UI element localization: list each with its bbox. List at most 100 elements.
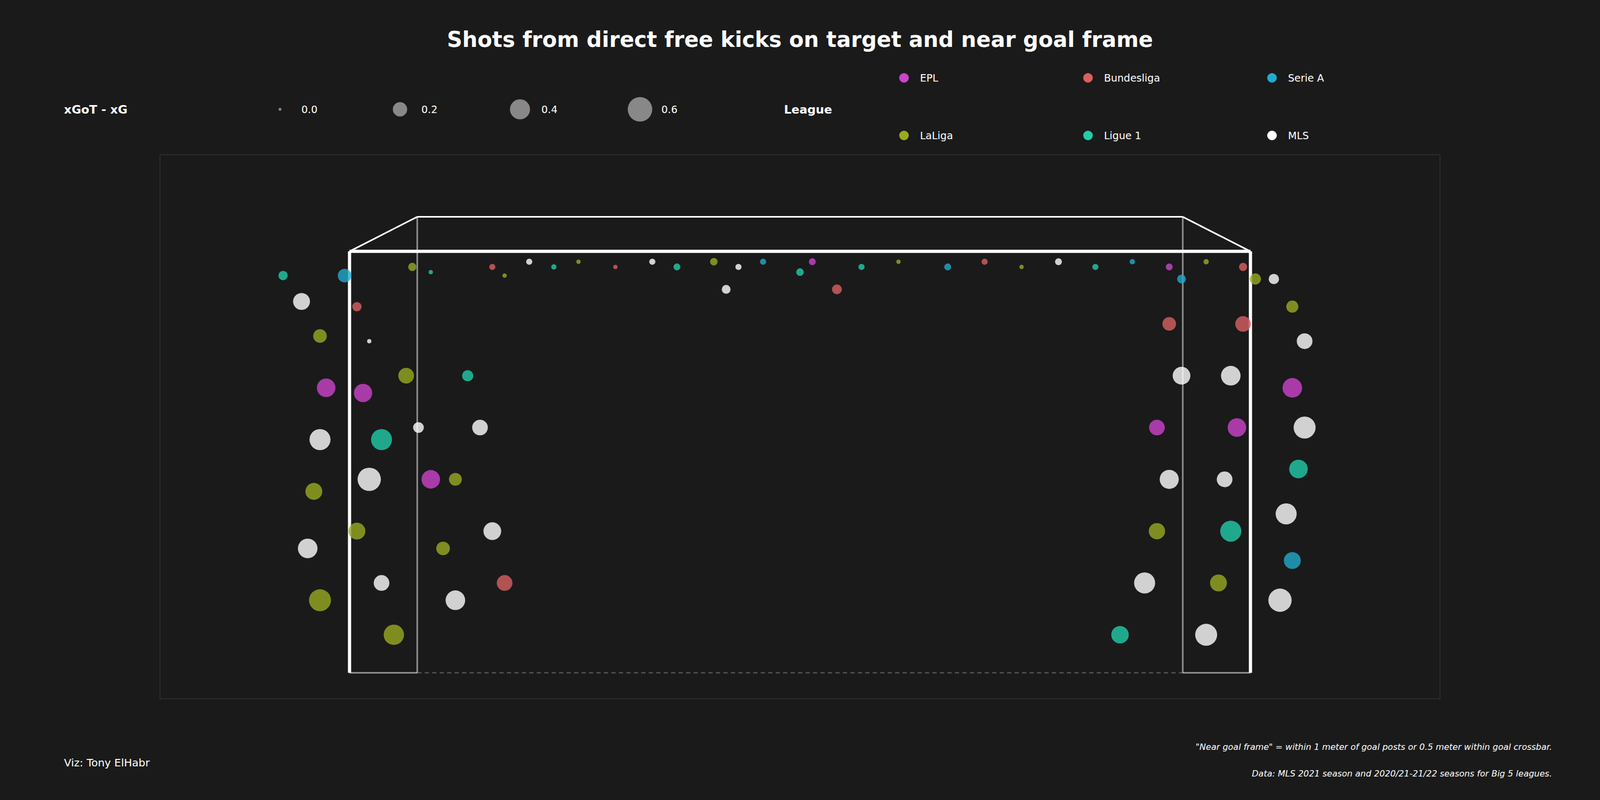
- shot-point: [1275, 503, 1297, 525]
- footnote: "Near goal frame" = within 1 meter of go…: [1195, 741, 1552, 752]
- size-legend-marker: [627, 97, 653, 122]
- legend-label: LaLiga: [920, 129, 954, 142]
- series-1: [352, 258, 1251, 591]
- chart: Shots from direct free kicks on target a…: [0, 0, 1600, 800]
- shots: [278, 258, 1316, 646]
- shot-point: [721, 284, 731, 294]
- legend-label: MLS: [1288, 129, 1309, 142]
- shot-point: [1235, 316, 1251, 332]
- shot-point: [1283, 552, 1301, 570]
- shot-point: [832, 284, 842, 294]
- title: Shots from direct free kicks on target a…: [446, 27, 1154, 52]
- shot-point: [796, 268, 804, 276]
- size-legend-label: 0.0: [301, 103, 318, 116]
- series-0: [316, 258, 1302, 489]
- shot-point: [408, 262, 416, 271]
- shot-point: [1054, 258, 1062, 266]
- size-legend-title: xGoT - xG: [64, 102, 128, 117]
- shot-point: [373, 574, 390, 591]
- goal-depth-line: [349, 217, 418, 252]
- shot-point: [1220, 365, 1241, 386]
- size-legend-marker: [278, 107, 282, 111]
- shot-point: [293, 292, 311, 310]
- shot-point: [352, 301, 362, 312]
- shot-point: [357, 467, 381, 492]
- shot-point: [1133, 572, 1155, 594]
- shot-point: [613, 264, 618, 269]
- size-legend-marker: [509, 99, 531, 120]
- goal-frame: [349, 217, 1251, 674]
- shot-point: [1162, 317, 1177, 332]
- legend-marker: [1083, 130, 1093, 141]
- shot-point: [981, 258, 988, 266]
- shot-point: [445, 590, 466, 611]
- shot-point: [1092, 264, 1099, 271]
- goal-back-post: [1181, 217, 1184, 674]
- shot-point: [1129, 259, 1135, 265]
- shot-point: [1177, 274, 1186, 284]
- shot-point: [383, 624, 404, 645]
- shot-point: [371, 429, 392, 451]
- shot-point: [449, 473, 462, 486]
- shot-point: [1172, 366, 1191, 385]
- shot-point: [1111, 626, 1130, 644]
- size-legend-label: 0.4: [541, 103, 558, 116]
- shot-point: [1286, 300, 1299, 314]
- shot-point: [551, 264, 557, 270]
- legend-marker: [899, 73, 909, 83]
- shot-point: [316, 378, 336, 398]
- shot-point: [412, 421, 424, 433]
- shot-point: [1289, 459, 1308, 479]
- shot-point: [1159, 469, 1179, 490]
- shot-point: [308, 589, 331, 612]
- shot-point: [1296, 333, 1312, 349]
- league-legend: LeagueEPLBundesligaSerie ALaLigaLigue 1M…: [784, 72, 1325, 142]
- legend-marker: [1267, 130, 1277, 141]
- shot-point: [1165, 263, 1173, 271]
- shot-point: [278, 270, 288, 281]
- shot-point: [1238, 262, 1247, 271]
- legend-label: Bundesliga: [1104, 72, 1160, 84]
- background: [0, 0, 1600, 800]
- footnote: Data: MLS 2021 season and 2020/21-21/22 …: [1251, 768, 1552, 779]
- shot-point: [483, 522, 501, 540]
- shot-point: [366, 339, 372, 344]
- shot-point: [398, 368, 414, 384]
- shot-point: [428, 269, 434, 275]
- goal-back-post: [416, 217, 419, 674]
- shot-point: [649, 258, 656, 266]
- shot-point: [1249, 273, 1261, 285]
- shot-point: [526, 258, 533, 266]
- shot-point: [298, 538, 318, 559]
- size-legend: xGoT - xG0.00.20.40.6: [64, 97, 678, 122]
- legend-marker: [899, 130, 909, 141]
- goal-back-crossbar: [417, 216, 1183, 218]
- plot-frame: [160, 154, 1440, 699]
- shot-point: [576, 259, 581, 264]
- shot-point: [673, 263, 681, 271]
- shot-point: [1203, 259, 1210, 265]
- series-4: [278, 263, 1308, 644]
- size-legend-marker: [393, 102, 408, 117]
- shot-point: [1149, 419, 1165, 436]
- series-5: [293, 258, 1316, 646]
- shot-point: [421, 469, 440, 489]
- legend-marker: [1267, 73, 1277, 83]
- shot-point: [354, 384, 373, 403]
- goal-ground-line: [1182, 672, 1251, 674]
- goal-post: [347, 251, 351, 673]
- shot-point: [461, 370, 474, 382]
- goal-ground-line: [349, 672, 418, 674]
- size-legend-label: 0.6: [661, 103, 678, 116]
- shot-point: [1282, 378, 1303, 398]
- goal-depth-line: [1182, 217, 1251, 252]
- shot-point: [348, 522, 366, 540]
- goal-post: [1249, 251, 1253, 673]
- shot-point: [1195, 624, 1218, 646]
- shot-point: [858, 264, 866, 271]
- shot-point: [472, 419, 488, 436]
- shot-point: [1148, 523, 1166, 540]
- shot-point: [436, 541, 451, 556]
- goal-back-ground: [417, 672, 1183, 674]
- legend-marker: [1083, 73, 1093, 83]
